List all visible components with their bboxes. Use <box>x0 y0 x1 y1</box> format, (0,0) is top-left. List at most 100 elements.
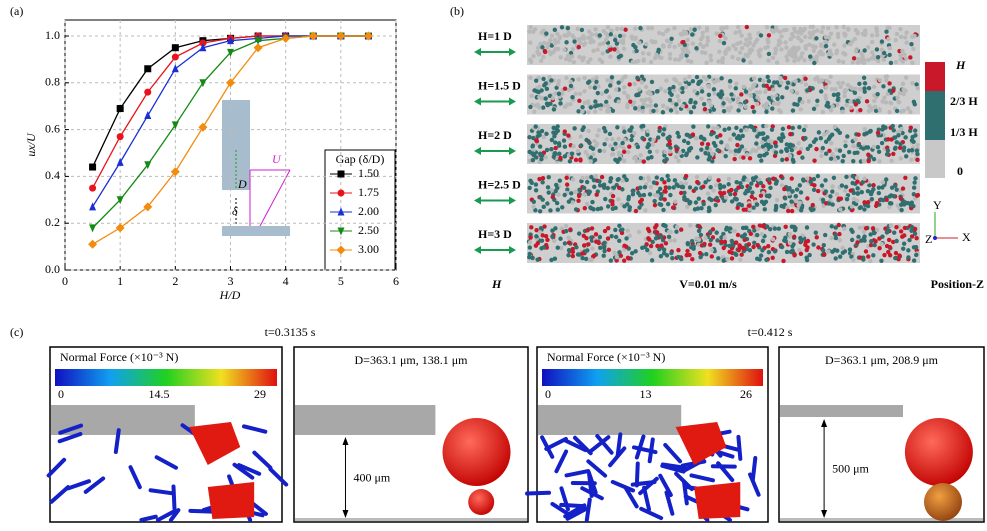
particle <box>915 194 919 198</box>
fiber <box>618 434 621 456</box>
particle <box>622 204 626 208</box>
particle <box>608 143 612 147</box>
particle <box>886 26 890 30</box>
particle <box>638 153 642 157</box>
particle <box>892 128 896 132</box>
sphere <box>905 418 973 486</box>
particle <box>620 227 624 231</box>
particle <box>844 103 848 107</box>
particle <box>788 154 792 158</box>
particle <box>703 151 707 155</box>
particle <box>699 233 703 237</box>
particle <box>616 178 620 182</box>
particle <box>747 33 751 37</box>
particle <box>654 53 658 57</box>
particle <box>558 178 562 182</box>
particle <box>851 144 855 148</box>
particle <box>668 91 672 95</box>
particle <box>757 146 761 150</box>
x-tick-label: 6 <box>393 274 399 288</box>
particle <box>903 35 907 39</box>
particle <box>837 223 841 227</box>
particle <box>723 235 727 239</box>
particle <box>722 246 726 250</box>
particle <box>830 224 834 228</box>
particle <box>699 37 703 41</box>
footer-label: V=0.01 m/s <box>679 277 737 291</box>
particle <box>761 224 765 228</box>
particle <box>870 190 874 194</box>
particle <box>661 208 665 212</box>
particle <box>674 79 678 83</box>
particle <box>583 101 587 105</box>
particle <box>600 175 604 179</box>
particle <box>862 48 866 52</box>
particle <box>710 254 714 258</box>
particle <box>537 133 541 137</box>
particle <box>856 132 860 136</box>
particle <box>914 253 918 257</box>
particle <box>755 202 759 206</box>
fiber <box>637 463 638 485</box>
particle <box>538 144 542 148</box>
particle <box>622 85 626 89</box>
particle <box>850 86 854 90</box>
particle <box>724 25 728 29</box>
particle <box>782 28 786 32</box>
particle <box>673 178 677 182</box>
particle <box>830 132 834 136</box>
particle <box>703 236 707 240</box>
particle <box>760 200 764 204</box>
particle <box>837 232 841 236</box>
particle <box>593 86 597 90</box>
footer-label: H <box>491 277 502 291</box>
particle <box>679 181 683 185</box>
particle <box>833 125 837 129</box>
particle <box>822 243 826 247</box>
particle <box>824 152 828 156</box>
arrow-head <box>509 147 516 155</box>
particle <box>574 245 578 249</box>
particle <box>744 128 748 132</box>
particle <box>552 134 556 138</box>
particle <box>708 175 712 179</box>
particle <box>557 92 561 96</box>
particle <box>545 238 549 242</box>
particle <box>642 193 646 197</box>
particle <box>821 248 825 252</box>
plate <box>538 405 681 435</box>
particle <box>528 179 532 183</box>
particle <box>843 189 847 193</box>
particle <box>779 34 783 38</box>
particle <box>654 103 658 107</box>
particle <box>779 110 783 114</box>
particle <box>898 27 902 31</box>
particle <box>870 40 874 44</box>
particle <box>898 91 902 95</box>
particle <box>768 186 772 190</box>
colorbar-tick: 26 <box>740 387 752 401</box>
particle <box>577 45 581 49</box>
particle <box>812 188 816 192</box>
particle <box>912 180 916 184</box>
particle <box>906 106 910 110</box>
particle <box>598 107 602 111</box>
particle <box>749 48 753 52</box>
particle <box>790 32 794 36</box>
particle <box>553 151 557 155</box>
particle <box>722 128 726 132</box>
particle <box>780 95 784 99</box>
particle <box>908 55 912 59</box>
particle <box>812 30 816 34</box>
particle <box>528 40 532 44</box>
particle <box>760 248 764 252</box>
particle <box>690 32 694 36</box>
particle <box>674 147 678 151</box>
particle <box>893 146 897 150</box>
particle <box>865 99 869 103</box>
particle <box>734 86 738 90</box>
particle <box>872 99 876 103</box>
particle <box>867 86 871 90</box>
particle <box>534 78 538 82</box>
particle <box>762 104 766 108</box>
